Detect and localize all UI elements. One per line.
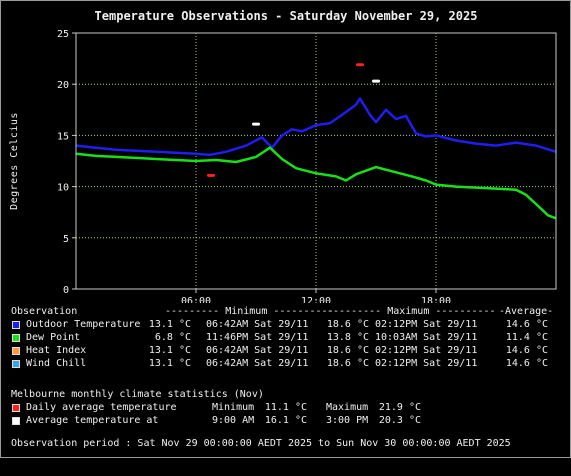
row-min-time: 06:42AM Sat 29/11 [206, 345, 309, 356]
row-name: Wind Chill [26, 358, 87, 369]
row-max-time: 10:03AM Sat 29/11 [375, 332, 478, 343]
row-min: 13.1 °C [148, 319, 191, 330]
legend-swatch [12, 347, 20, 355]
climate-title: Melbourne monthly climate statistics (No… [11, 389, 264, 400]
x-tick-label: 12:00 [301, 296, 331, 303]
row-min-time: 06:42AM Sat 29/11 [206, 358, 309, 369]
y-tick-label: 25 [57, 29, 69, 40]
stats-row: Heat Index 13.1 °C 06:42AM Sat 29/11 18.6 °… [1, 345, 570, 358]
row-min: 6.8 °C [154, 332, 191, 343]
series-lines [75, 97, 557, 220]
series-line-outdoor-temperature [75, 97, 557, 157]
row-max-time: 02:12PM Sat 29/11 [375, 358, 478, 369]
header-average: -Average- [499, 306, 554, 317]
period-row: Observation period : Sat Nov 29 00:00:00… [1, 438, 570, 451]
climate-title-row: Melbourne monthly climate statistics (No… [1, 389, 570, 402]
climate-label2: Maximum [326, 402, 369, 413]
row-avg: 11.4 °C [505, 332, 548, 343]
x-tick-label: 18:00 [421, 296, 451, 303]
climate-label1: Minimum [212, 402, 255, 413]
row-avg: 14.6 °C [505, 345, 548, 356]
y-tick-label: 10 [57, 183, 69, 194]
climate-value1: 11.1 °C [264, 402, 307, 413]
climate-value2: 20.3 °C [378, 415, 421, 426]
header-maximum: --------- Maximum ---------- [327, 306, 496, 317]
row-avg: 14.6 °C [505, 319, 548, 330]
row-max-time: 02:12PM Sat 29/11 [375, 319, 478, 330]
row-max: 18.6 °C [326, 358, 369, 369]
row-min: 13.1 °C [148, 345, 191, 356]
climate-markers [207, 63, 380, 177]
y-tick-label: 15 [57, 131, 69, 142]
row-max: 13.8 °C [326, 332, 369, 343]
chart-title: Temperature Observations - Saturday Nove… [95, 9, 478, 23]
legend-swatch [12, 334, 20, 342]
row-name: Outdoor Temperature [26, 319, 141, 330]
climate-name: Daily average temperature [26, 402, 177, 413]
row-min-time: 06:42AM Sat 29/11 [206, 319, 309, 330]
climate-label2: 3:00 PM [326, 415, 369, 426]
row-name: Heat Index [26, 345, 87, 356]
temperature-chart: Temperature Observations - Saturday Nove… [9, 9, 557, 303]
y-tick-label: 0 [63, 285, 69, 296]
climate-label1: 9:00 AM [212, 415, 255, 426]
climate-swatch [12, 417, 20, 425]
axis-labels: 0 5 10 15 20 25 06:00 12:00 18:00 [57, 29, 451, 303]
plot-area [76, 33, 556, 289]
observation-period: Observation period : Sat Nov 29 00:00:00… [11, 438, 511, 449]
row-max: 18.6 °C [326, 319, 369, 330]
climate-row: Average temperature at 9:00 AM 16.1 °C 3:00… [1, 415, 570, 428]
y-tick-label: 20 [57, 80, 69, 91]
series-line-dew-point [75, 146, 557, 220]
y-tick-label: 5 [63, 234, 69, 245]
climate-swatch [12, 404, 20, 412]
climate-marker-15:00 [372, 79, 380, 83]
climate-marker-maximum [356, 63, 364, 67]
climate-name: Average temperature at [26, 415, 159, 426]
row-min: 13.1 °C [148, 358, 191, 369]
row-min-time: 11:46PM Sat 29/11 [206, 332, 309, 343]
stats-row: Dew Point 6.8 °C 11:46PM Sat 29/11 13.8 °C 1… [1, 332, 570, 345]
header-minimum: --------- Minimum ---------- [165, 306, 334, 317]
row-max-time: 02:12PM Sat 29/11 [375, 345, 478, 356]
row-max: 18.6 °C [326, 345, 369, 356]
climate-row: Daily average temperature Minimum 11.1 °C M… [1, 402, 570, 415]
stats-row: Outdoor Temperature 13.1 °C 06:42AM Sat 29… [1, 319, 570, 332]
climate-marker-minimum [207, 173, 215, 177]
x-tick-label: 06:00 [181, 296, 211, 303]
row-avg: 14.6 °C [505, 358, 548, 369]
header-observation: Observation [11, 306, 78, 317]
stats-header-row: Observation --------- Minimum ----------… [1, 306, 570, 319]
legend-swatch [12, 321, 20, 329]
climate-marker-09:00 [252, 122, 260, 126]
climate-value1: 16.1 °C [264, 415, 307, 426]
stats-row: Wind Chill 13.1 °C 06:42AM Sat 29/11 18.6 °… [1, 358, 570, 371]
statistics-table: Observation --------- Minimum ----------… [1, 306, 570, 456]
y-axis-label: Degrees Celcius [9, 112, 20, 210]
row-name: Dew Point [26, 332, 81, 343]
legend-swatch [12, 360, 20, 368]
weather-chart-panel: Temperature Observations - Saturday Nove… [0, 0, 571, 458]
climate-value2: 21.9 °C [378, 402, 421, 413]
